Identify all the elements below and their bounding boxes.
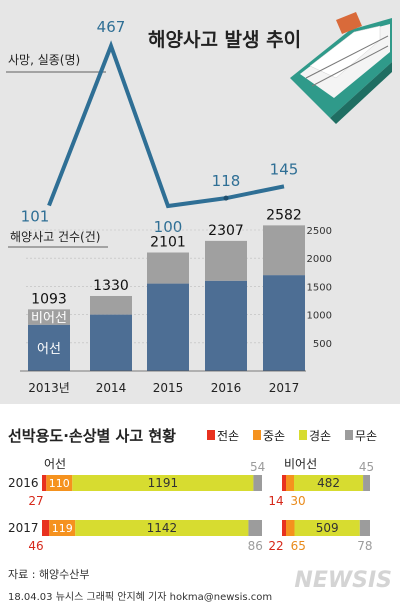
legend-swatch [253,430,261,440]
damage-value-label: 30 [290,494,305,508]
damage-value-label: 110 [49,477,70,490]
damage-value-label: 22 [268,539,283,553]
legend-swatch [345,430,353,440]
damage-legend: 전손 중손 경손 무손 [207,429,377,443]
cruise-ship-illustration [290,12,392,124]
legend-label: 경손 [309,429,331,443]
damage-bar-경손 [294,475,364,491]
legend-label: 중손 [263,429,285,443]
bar-fishing [205,280,247,371]
bar-fishing [28,324,70,371]
damage-bar-전손 [282,520,286,536]
bar-total-label: 1330 [93,278,129,294]
line-value-label: 101 [21,208,50,226]
bar-total-label: 2101 [150,235,186,251]
bar-total-label: 1093 [31,291,67,307]
y-tick-label: 1500 [307,282,332,293]
damage-bar-전손 [42,520,50,536]
credit-text: 18.04.03 뉴시스 그래픽 안지혜 기자 hokma@newsis.com [8,591,272,603]
bar-total-label: 2307 [208,223,244,239]
damage-bar-중손 [286,520,295,536]
bar-nonfishing [263,225,305,276]
line-value-label: 100 [154,218,183,236]
damage-bar-경손 [294,520,360,536]
damage-group-label: 어선 [44,457,66,471]
damage-value-label: 1142 [147,521,178,535]
damage-bar-전손 [42,475,47,491]
damage-chart-title: 선박용도·손상별 사고 현황 [8,427,176,445]
series-label-nonfishing: 비어선 [31,311,67,326]
x-tick-label: 2014 [96,381,127,395]
casualty-line [47,40,285,209]
x-tick-label: 2016 [211,381,242,395]
damage-chart: 어선 2016 27 110 1191 54 2017 46 119 1142 86 비어선 14 30 4… [8,457,374,553]
y-tick-label: 2500 [307,226,332,237]
x-tick-label: 2017 [269,381,300,395]
damage-value-label: 14 [268,494,283,508]
y-tick-label: 500 [313,339,332,350]
legend-swatch [207,430,215,440]
line-value-label: 145 [270,160,299,178]
damage-bar-전손 [282,475,286,491]
damage-bar-무손 [248,520,262,536]
damage-value-label: 46 [28,539,43,553]
source-text: 자료 : 해양수산부 [8,567,90,581]
series-label-fishing: 어선 [37,342,61,357]
damage-value-label: 27 [28,494,43,508]
bar-fishing [147,283,189,371]
damage-value-label: 45 [359,460,374,474]
damage-bar-경손 [75,520,249,536]
damage-year-label: 2016 [8,476,39,490]
y-tick-label: 2000 [307,254,332,265]
line-value-label: 118 [212,172,241,190]
damage-year-label: 2017 [8,521,39,535]
bar-fishing [263,275,305,371]
damage-value-label: 1191 [148,476,179,490]
damage-value-label: 86 [248,539,263,553]
y-tick-label: 1000 [307,311,332,322]
damage-value-label: 119 [52,522,73,535]
damage-value-label: 509 [316,521,339,535]
damage-value-label: 54 [250,460,265,474]
damage-value-label: 65 [291,539,306,553]
damage-bar-무손 [253,475,262,491]
damage-bar-무손 [363,475,370,491]
line-value-label: 467 [97,18,126,36]
legend-swatch [299,430,307,440]
damage-value-label: 482 [317,476,340,490]
damage-bar-무손 [359,520,370,536]
x-tick-label: 2013년 [28,381,70,395]
damage-bar-중손 [286,475,294,491]
bar-nonfishing [147,252,189,284]
x-tick-label: 2015 [153,381,184,395]
damage-value-label: 78 [357,539,372,553]
line-chart-ylabel: 사망, 실종(명) [8,53,80,67]
line-chart: 101 467 100 118 145 [21,18,299,236]
damage-group-label: 비어선 [284,457,317,471]
newsis-logo: NEWSIS [294,568,392,593]
bar-nonfishing [90,295,132,315]
line-point [223,195,229,201]
bar-chart-ylabel: 해양사고 건수(건) [10,230,100,244]
legend-label: 전손 [217,429,239,443]
bar-fishing [90,314,132,371]
line-chart-title: 해양사고 발생 추이 [148,29,301,51]
legend-label: 무손 [355,429,377,443]
damage-bar-중손 [49,520,76,536]
damage-bar-경손 [72,475,254,491]
bar-total-label: 2582 [266,207,302,223]
bar-nonfishing [28,309,70,325]
bar-nonfishing [205,240,247,281]
damage-bar-중손 [46,475,73,491]
